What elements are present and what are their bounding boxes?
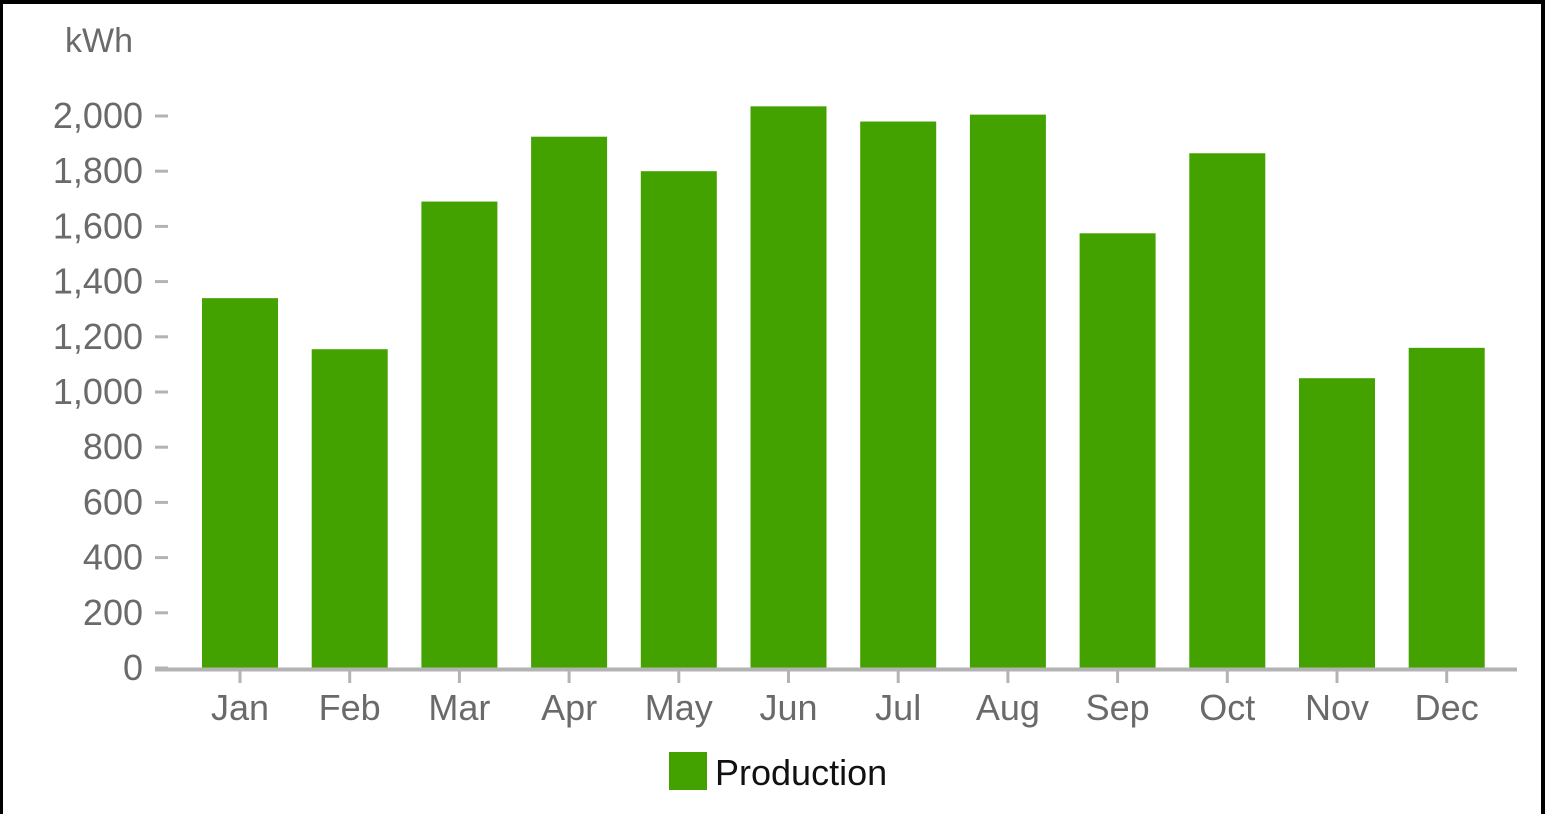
y-tick-label: 1,000 (53, 371, 143, 412)
bar-oct (1189, 153, 1266, 668)
bar-jan (202, 298, 278, 668)
y-axis-unit-label: kWh (65, 22, 133, 60)
bar-sep (1079, 233, 1156, 669)
x-tick-label: May (645, 687, 713, 728)
production-bar-chart: kWh 0 200 400 600 800 1,000 1,200 1,400 1,600 1,8… (53, 22, 1517, 793)
bar-feb (311, 349, 388, 668)
y-tick-label: 2,000 (53, 95, 143, 136)
bar-dec (1408, 347, 1485, 668)
x-tick-label: Aug (976, 687, 1040, 728)
x-tick-label: Mar (428, 687, 490, 728)
y-tick-label: 200 (83, 592, 143, 633)
x-axis: Jan Feb Mar Apr May Jun Jul Aug Sep Oct Nov Dec (211, 671, 1479, 728)
legend-label-production: Production (715, 752, 887, 793)
bar-jun (750, 106, 827, 669)
y-tick-label: 1,600 (53, 205, 143, 246)
bar-may (640, 171, 717, 668)
bar-mar (421, 201, 498, 668)
x-tick-label: Oct (1199, 687, 1255, 728)
x-tick-label: Jan (211, 687, 269, 728)
x-tick-label: Feb (319, 687, 381, 728)
bar-nov (1299, 378, 1375, 668)
x-tick-label: Jun (759, 687, 817, 728)
x-tick-label: Jul (875, 687, 921, 728)
y-tick-label: 0 (123, 647, 143, 688)
y-axis: 0 200 400 600 800 1,000 1,200 1,400 1,600 1,800 2,… (53, 95, 168, 688)
bar-apr (531, 136, 608, 668)
legend: Production (669, 752, 887, 793)
x-tick-label: Nov (1305, 687, 1369, 728)
chart-panel: kWh 0 200 400 600 800 1,000 1,200 1,400 1,600 1,8… (3, 4, 1541, 814)
y-tick-label: 1,800 (53, 150, 143, 191)
x-tick-label: Apr (541, 687, 597, 728)
x-tick-label: Sep (1086, 687, 1150, 728)
bar-aug (969, 114, 1046, 669)
bars (202, 106, 1485, 669)
y-tick-label: 1,200 (53, 316, 143, 357)
y-tick-label: 800 (83, 426, 143, 467)
y-tick-label: 400 (83, 537, 143, 578)
legend-swatch-production (669, 752, 707, 790)
x-tick-label: Dec (1415, 687, 1479, 728)
y-tick-label: 1,400 (53, 261, 143, 302)
bar-jul (860, 121, 937, 668)
y-tick-label: 600 (83, 481, 143, 522)
